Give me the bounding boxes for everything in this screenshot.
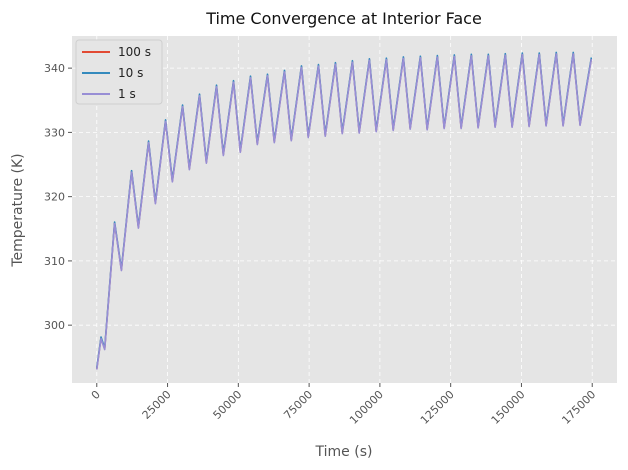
series-line-1s bbox=[95, 53, 593, 370]
x-tick-label: 75000 bbox=[281, 388, 315, 422]
x-tick-label: 25000 bbox=[140, 388, 174, 422]
x-tick-label: 175000 bbox=[559, 388, 598, 427]
y-axis: 300 310 320 330 340 bbox=[44, 62, 72, 332]
chart-title: Time Convergence at Interior Face bbox=[205, 9, 482, 28]
y-tick-label: 320 bbox=[44, 191, 65, 204]
legend-box bbox=[75, 39, 163, 105]
x-tick-label: 0 bbox=[89, 388, 103, 402]
x-tick-label: 50000 bbox=[211, 388, 245, 422]
legend-label-100s: 100 s bbox=[118, 45, 151, 59]
legend-label-10s: 10 s bbox=[118, 66, 143, 80]
y-tick-label: 300 bbox=[44, 319, 65, 332]
legend: 100 s 10 s 1 s bbox=[75, 39, 163, 105]
x-tick-label: 100000 bbox=[347, 388, 386, 427]
x-tick-label: 125000 bbox=[418, 388, 457, 427]
x-axis-label: Time (s) bbox=[315, 444, 373, 460]
y-tick-label: 330 bbox=[44, 126, 65, 139]
series-layer bbox=[95, 51, 593, 370]
y-tick-label: 310 bbox=[44, 255, 65, 268]
x-axis: 0 25000 50000 75000 100000 125000 150000 175000 bbox=[89, 383, 598, 427]
x-tick-label: 150000 bbox=[489, 388, 528, 427]
legend-label-1s: 1 s bbox=[118, 87, 136, 101]
y-tick-label: 340 bbox=[44, 62, 65, 75]
y-axis-label: Temperature (K) bbox=[10, 153, 26, 267]
